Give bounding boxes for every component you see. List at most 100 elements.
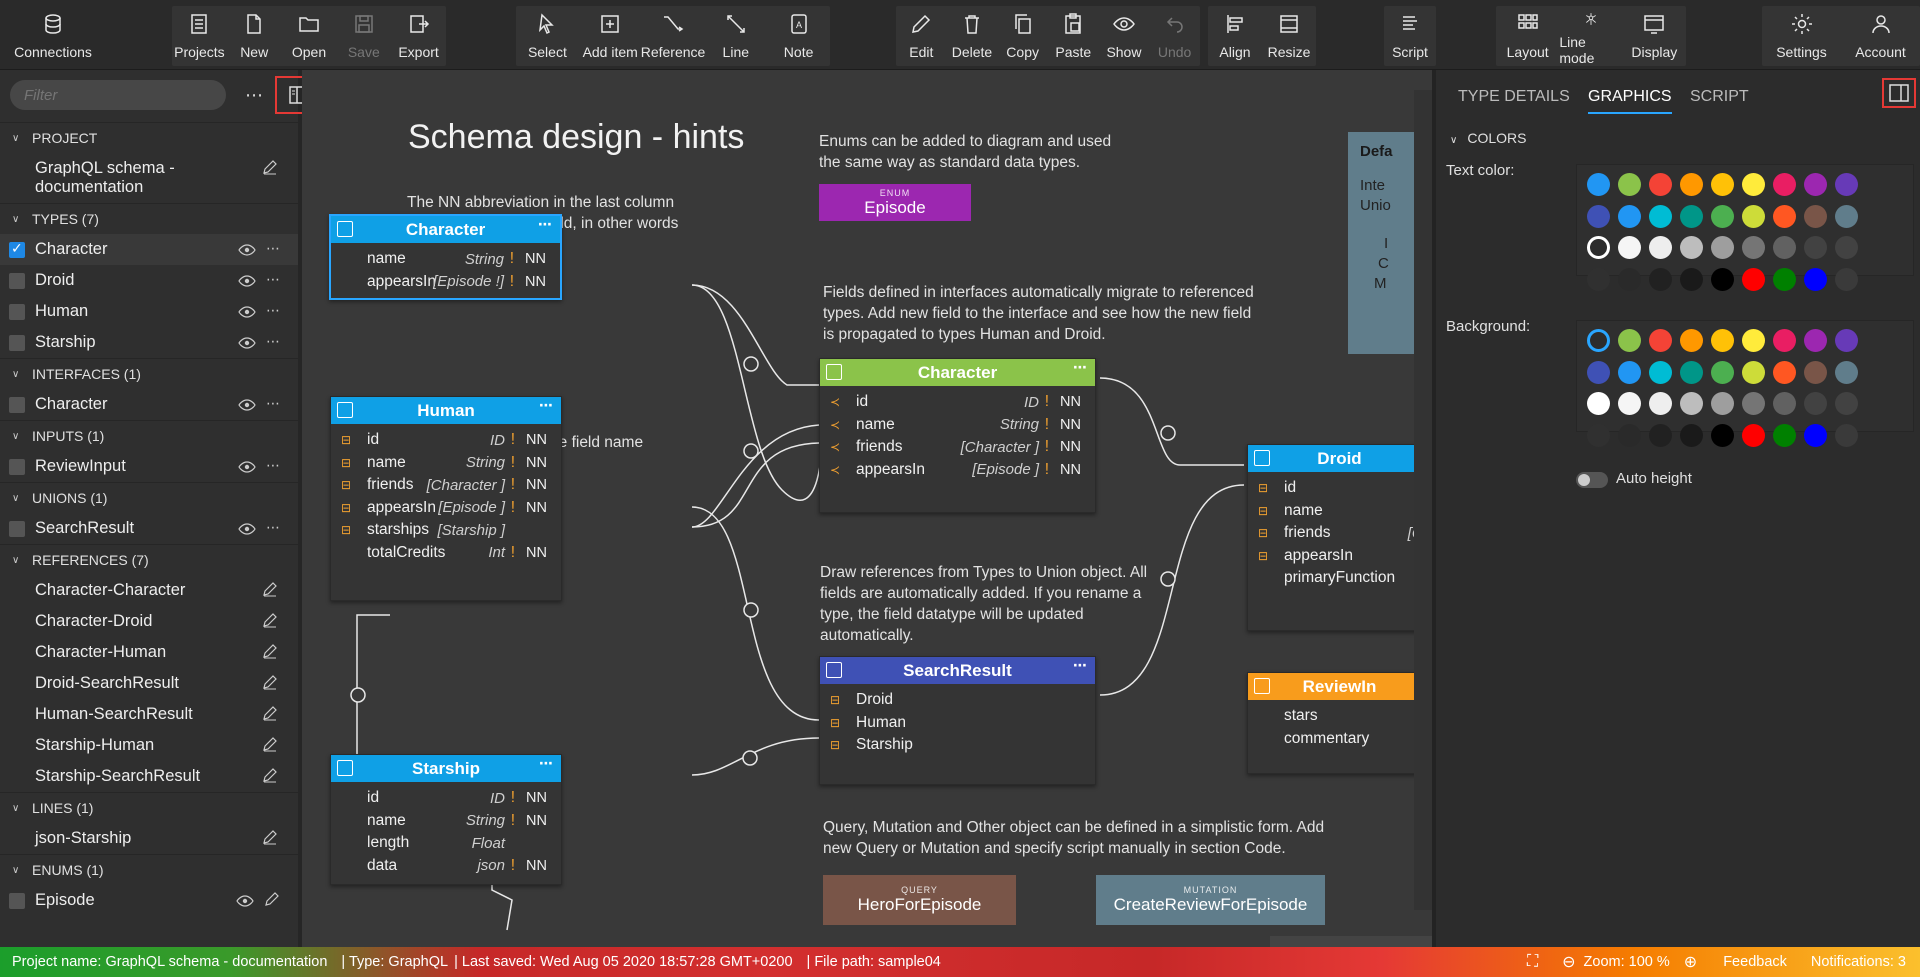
field-row[interactable]: ⊟ Starship: [820, 734, 1095, 757]
visibility-checkbox[interactable]: [9, 893, 25, 909]
note-button[interactable]: A Note: [767, 6, 830, 66]
color-swatch[interactable]: [1835, 360, 1858, 384]
add-item-button[interactable]: Add item: [579, 6, 642, 66]
color-swatch[interactable]: [1587, 267, 1610, 291]
pencil-icon[interactable]: [262, 674, 278, 690]
save-button[interactable]: Save: [336, 6, 391, 66]
align-button[interactable]: Align: [1208, 6, 1262, 66]
color-swatch[interactable]: [1649, 329, 1672, 352]
undo-button[interactable]: Undo: [1149, 6, 1200, 66]
color-swatch[interactable]: [1711, 423, 1734, 447]
field-row[interactable]: ⊟ id ID! NN: [331, 429, 561, 452]
eye-icon[interactable]: [238, 306, 256, 318]
more-icon[interactable]: ⋯: [1073, 359, 1087, 375]
color-swatch[interactable]: [1618, 173, 1641, 196]
color-swatch[interactable]: [1835, 392, 1858, 415]
tree-section-header[interactable]: ∨ INTERFACES (1): [0, 358, 298, 389]
paste-button[interactable]: Paste: [1048, 6, 1099, 66]
tree-section-header[interactable]: ∨ INPUTS (1): [0, 420, 298, 451]
color-swatch[interactable]: [1680, 173, 1703, 196]
export-button[interactable]: Export: [391, 6, 446, 66]
visibility-checkbox[interactable]: [9, 240, 25, 258]
select-button[interactable]: Select: [516, 6, 579, 66]
pencil-icon[interactable]: [264, 891, 280, 907]
tree-item[interactable]: Character ⋯: [0, 389, 298, 420]
color-swatch[interactable]: [1618, 204, 1641, 228]
tree-section-header[interactable]: ∨ PROJECT: [0, 122, 298, 153]
table-header[interactable]: Droid: [1248, 445, 1431, 472]
field-row[interactable]: ⊟ name String! NN: [331, 452, 561, 475]
color-swatch[interactable]: [1835, 173, 1858, 196]
color-swatch[interactable]: [1680, 360, 1703, 384]
color-swatch[interactable]: [1711, 329, 1734, 352]
more-icon[interactable]: ⋯: [539, 397, 553, 413]
color-swatch[interactable]: [1649, 267, 1672, 291]
pencil-icon[interactable]: [262, 705, 278, 721]
zoom-out-icon[interactable]: ⊖: [1562, 954, 1576, 971]
field-row[interactable]: ⊟ name: [1248, 500, 1431, 523]
more-icon[interactable]: ⋯: [266, 457, 280, 473]
color-swatch[interactable]: [1618, 392, 1641, 415]
color-swatch[interactable]: [1587, 423, 1610, 447]
tree-section-header[interactable]: ∨ UNIONS (1): [0, 482, 298, 513]
color-swatch[interactable]: [1835, 329, 1858, 352]
feedback-link[interactable]: Feedback: [1723, 954, 1787, 970]
color-swatch[interactable]: [1649, 360, 1672, 384]
color-swatch[interactable]: [1773, 236, 1796, 259]
notifications-link[interactable]: Notifications: 3: [1810, 954, 1906, 970]
field-row[interactable]: name String! NN: [331, 810, 561, 833]
color-swatch[interactable]: [1618, 329, 1641, 352]
table-character[interactable]: Character ⋯ name String! NN appearsIn [Episode…: [329, 214, 562, 300]
delete-button[interactable]: Delete: [947, 6, 998, 66]
table-review[interactable]: ReviewIn stars commentary: [1247, 672, 1432, 774]
color-swatch[interactable]: [1804, 173, 1827, 196]
resize-button[interactable]: Resize: [1262, 6, 1316, 66]
field-row[interactable]: ⊟ Droid: [820, 689, 1095, 712]
eye-icon[interactable]: [238, 523, 256, 535]
tree-item[interactable]: SearchResult ⋯: [0, 513, 298, 544]
color-swatch[interactable]: [1742, 173, 1765, 196]
edit-button[interactable]: Edit: [896, 6, 947, 66]
table-header[interactable]: Starship ⋯: [331, 755, 561, 782]
pencil-icon[interactable]: [262, 581, 278, 597]
color-swatch[interactable]: [1742, 267, 1765, 291]
color-swatch[interactable]: [1804, 236, 1827, 259]
color-swatch[interactable]: [1587, 392, 1610, 415]
color-swatch[interactable]: [1773, 204, 1796, 228]
canvas-hscrollbar[interactable]: [1270, 936, 1432, 947]
tree-item[interactable]: Character-Droid: [0, 606, 298, 637]
tree-section-header[interactable]: ∨ TYPES (7): [0, 203, 298, 234]
color-swatch[interactable]: [1742, 360, 1765, 384]
tree-item[interactable]: Droid ⋯: [0, 265, 298, 296]
color-swatch[interactable]: [1587, 173, 1610, 196]
color-swatch[interactable]: [1742, 236, 1765, 259]
tree-item[interactable]: json-Starship: [0, 823, 298, 854]
field-row[interactable]: primaryFunction: [1248, 567, 1431, 590]
field-row[interactable]: length Float: [331, 832, 561, 855]
table-header[interactable]: Character ⋯: [820, 359, 1095, 386]
color-swatch[interactable]: [1649, 423, 1672, 447]
visibility-checkbox[interactable]: [9, 304, 25, 320]
more-icon[interactable]: ⋯: [1073, 657, 1087, 673]
visibility-checkbox[interactable]: [9, 335, 25, 351]
color-swatch[interactable]: [1835, 423, 1858, 447]
color-swatch[interactable]: [1773, 267, 1796, 291]
color-swatch[interactable]: [1742, 329, 1765, 352]
table-droid[interactable]: Droid⊟id⊟name⊟friends[Ch⊟appearsIn[Eprim…: [1247, 444, 1432, 631]
pencil-icon[interactable]: [262, 643, 278, 659]
reference-button[interactable]: Reference: [641, 6, 705, 66]
filter-input[interactable]: [10, 80, 226, 110]
more-icon[interactable]: ⋯: [266, 271, 280, 287]
tree-item[interactable]: GraphQL schema - documentation: [0, 153, 298, 203]
color-swatch[interactable]: [1649, 173, 1672, 196]
field-row[interactable]: data json! NN: [331, 855, 561, 878]
tree-item[interactable]: Character-Human: [0, 637, 298, 668]
color-swatch[interactable]: [1587, 360, 1610, 384]
line-button[interactable]: Line: [704, 6, 767, 66]
color-swatch[interactable]: [1711, 360, 1734, 384]
color-swatch[interactable]: [1587, 329, 1610, 352]
field-row[interactable]: commentary: [1248, 728, 1431, 751]
field-row[interactable]: ⊟ starships [Starship ]: [331, 519, 561, 542]
eye-icon[interactable]: [236, 895, 254, 907]
field-row[interactable]: ≺ friends [Character ]! NN: [820, 436, 1095, 459]
